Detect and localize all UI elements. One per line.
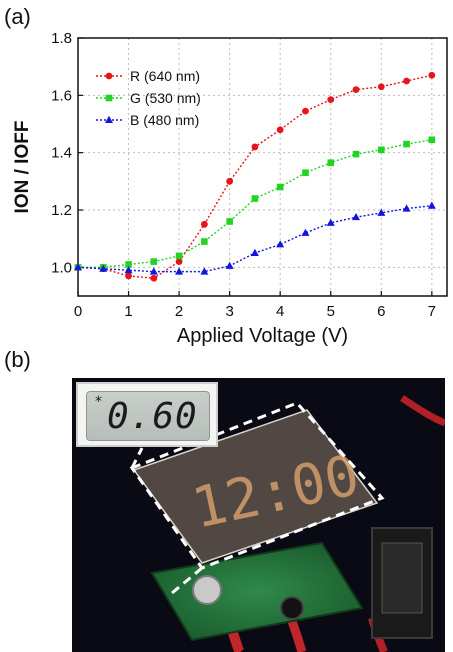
x-tick-label: 5 bbox=[327, 303, 335, 320]
battery-holder bbox=[192, 575, 222, 605]
data-point-1 bbox=[251, 195, 259, 202]
y-tick-label: 1.0 bbox=[51, 259, 72, 276]
data-point-2 bbox=[250, 248, 259, 256]
data-point-0 bbox=[302, 107, 309, 115]
panel-b-label: (b) bbox=[4, 347, 31, 372]
x-axis-title: Applied Voltage (V) bbox=[177, 325, 348, 347]
red-wire bbox=[400, 395, 445, 427]
data-point-2 bbox=[377, 208, 386, 216]
plot-frame bbox=[77, 37, 448, 297]
data-point-1 bbox=[276, 183, 284, 191]
y-axis-title: ION / IOFF bbox=[12, 121, 33, 214]
data-point-0 bbox=[175, 258, 183, 265]
data-point-2 bbox=[276, 240, 285, 248]
data-point-1 bbox=[302, 169, 309, 177]
x-tick-label: 3 bbox=[225, 303, 233, 320]
data-point-0 bbox=[226, 177, 234, 185]
x-tick-label: 7 bbox=[428, 303, 436, 320]
data-point-1 bbox=[428, 136, 436, 144]
data-point-0 bbox=[377, 83, 385, 91]
data-point-2 bbox=[74, 263, 82, 271]
panel-a-label: (a) bbox=[4, 4, 31, 29]
data-point-2 bbox=[427, 201, 436, 209]
y-tick-label: 1.2 bbox=[51, 202, 72, 219]
legend-label: R (640 nm) bbox=[130, 68, 200, 84]
data-point-0 bbox=[428, 71, 436, 79]
knob bbox=[280, 596, 304, 620]
inset-star: * bbox=[95, 394, 102, 410]
series-line-1 bbox=[78, 139, 432, 269]
data-point-1 bbox=[352, 150, 360, 158]
data-point-2 bbox=[326, 218, 335, 226]
y-tick-label: 1.4 bbox=[51, 145, 72, 162]
x-tick-label: 4 bbox=[276, 303, 284, 320]
data-point-0 bbox=[327, 96, 335, 104]
lcd-cell bbox=[132, 409, 379, 564]
y-tick-label: 1.6 bbox=[51, 87, 72, 104]
data-point-0 bbox=[200, 220, 208, 228]
data-point-0 bbox=[276, 126, 284, 134]
data-point-2 bbox=[99, 264, 108, 272]
legend-marker bbox=[105, 72, 113, 80]
legend-label: B (480 nm) bbox=[130, 112, 199, 128]
highlight-outline bbox=[129, 401, 385, 570]
data-point-1 bbox=[201, 238, 208, 245]
data-point-2 bbox=[200, 267, 209, 275]
data-point-1 bbox=[327, 159, 335, 166]
inset-reading: 0.60 bbox=[107, 396, 198, 437]
line-chart: 0 1 2 3 4 5 6 7 1.0 1.2 1.4 1.6 1.8 Applied Voltage (… bbox=[12, 30, 448, 347]
data-point-1 bbox=[150, 258, 158, 265]
x-tick-label: 0 bbox=[74, 303, 82, 320]
legend-label: G (530 nm) bbox=[130, 90, 201, 106]
y-tick-label: 1.8 bbox=[51, 30, 72, 47]
circuit-board bbox=[150, 541, 364, 642]
data-point-2 bbox=[352, 212, 361, 221]
x-tick-label: 1 bbox=[124, 303, 132, 320]
data-point-2 bbox=[402, 204, 411, 212]
data-point-0 bbox=[150, 274, 158, 282]
data-point-1 bbox=[403, 140, 410, 148]
device-photo-drawing: 12:00 bbox=[129, 395, 445, 652]
legend-marker bbox=[105, 115, 113, 123]
data-point-0 bbox=[352, 86, 360, 93]
device-photo: 12:00 * 0.60 bbox=[72, 378, 445, 652]
x-tick-label: 2 bbox=[175, 303, 183, 320]
data-point-2 bbox=[124, 266, 133, 274]
data-point-2 bbox=[301, 228, 310, 236]
data-point-2 bbox=[225, 261, 234, 269]
data-point-1 bbox=[125, 261, 132, 268]
data-point-0 bbox=[125, 272, 132, 280]
x-tick-label: 6 bbox=[377, 303, 385, 320]
data-point-2 bbox=[149, 267, 158, 275]
data-point-1 bbox=[377, 146, 385, 154]
data-point-0 bbox=[251, 143, 259, 151]
legend-marker bbox=[105, 94, 113, 102]
data-point-2 bbox=[175, 267, 184, 275]
data-point-1 bbox=[175, 252, 183, 260]
data-point-1 bbox=[226, 218, 233, 225]
data-point-0 bbox=[403, 77, 410, 85]
inset-lcd: * 0.60 bbox=[86, 391, 210, 441]
inset-display: * 0.60 bbox=[76, 382, 218, 447]
